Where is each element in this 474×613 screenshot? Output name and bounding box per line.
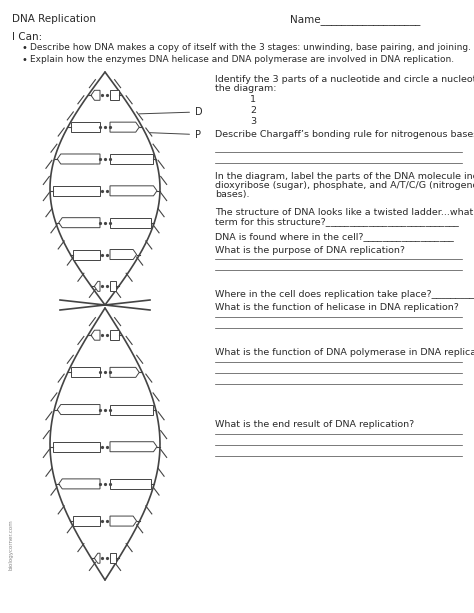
Bar (110, 281, 116, 291)
Polygon shape (94, 281, 100, 291)
Text: •: • (22, 43, 28, 53)
Bar (110, 330, 119, 340)
Bar (53, 442, 100, 452)
Text: What is the end result of DNA replication?: What is the end result of DNA replicatio… (215, 420, 414, 429)
Polygon shape (59, 479, 100, 489)
Text: In the diagram, label the parts of the DNA molecule including: In the diagram, label the parts of the D… (215, 172, 474, 181)
Bar (73, 516, 100, 526)
Text: bases).: bases). (215, 190, 249, 199)
Text: term for this structure?____________________________: term for this structure?________________… (215, 217, 459, 226)
Text: •: • (22, 55, 28, 65)
Text: 2: 2 (250, 106, 256, 115)
Bar (53, 186, 100, 196)
Polygon shape (110, 122, 139, 132)
Text: What is the purpose of DNA replication?: What is the purpose of DNA replication? (215, 246, 405, 255)
Text: Where in the cell does replication take place?__________: Where in the cell does replication take … (215, 290, 474, 299)
Bar (110, 154, 153, 164)
Polygon shape (57, 154, 100, 164)
Polygon shape (94, 554, 100, 563)
Text: Identify the 3 parts of a nucleotide and circle a nucleotide in: Identify the 3 parts of a nucleotide and… (215, 75, 474, 84)
Polygon shape (110, 516, 137, 526)
Polygon shape (91, 330, 100, 340)
Text: I Can:: I Can: (12, 32, 42, 42)
Bar (110, 90, 119, 101)
Text: P: P (150, 129, 201, 140)
Polygon shape (110, 442, 157, 452)
Text: Describe Chargaff’s bonding rule for nitrogenous bases:: Describe Chargaff’s bonding rule for nit… (215, 130, 474, 139)
Polygon shape (59, 218, 100, 227)
Text: dioxyribose (sugar), phosphate, and A/T/C/G (nitrogenous: dioxyribose (sugar), phosphate, and A/T/… (215, 181, 474, 190)
Text: What is the function of helicase in DNA replication?: What is the function of helicase in DNA … (215, 303, 459, 312)
Bar (110, 405, 153, 414)
Bar (71, 367, 100, 378)
Polygon shape (110, 367, 139, 378)
Bar (73, 249, 100, 259)
Bar (110, 554, 116, 563)
Polygon shape (110, 249, 137, 259)
Polygon shape (110, 186, 157, 196)
Text: DNA is found where in the cell?___________________: DNA is found where in the cell?_________… (215, 232, 454, 241)
Bar (110, 479, 151, 489)
Text: 3: 3 (250, 117, 256, 126)
Text: DNA Replication: DNA Replication (12, 14, 96, 24)
Text: Name___________________: Name___________________ (290, 14, 420, 25)
Text: Describe how DNA makes a copy of itself with the 3 stages: unwinding, base pairi: Describe how DNA makes a copy of itself … (30, 43, 471, 52)
Text: biologycorner.com: biologycorner.com (8, 519, 13, 570)
Bar (71, 122, 100, 132)
Text: The structure of DNA looks like a twisted ladder...what is the: The structure of DNA looks like a twiste… (215, 208, 474, 217)
Text: What is the function of DNA polymerase in DNA replication?: What is the function of DNA polymerase i… (215, 348, 474, 357)
Text: D: D (139, 107, 202, 117)
Text: the diagram:: the diagram: (215, 84, 276, 93)
Bar (110, 218, 151, 227)
Text: 1: 1 (250, 95, 256, 104)
Polygon shape (91, 90, 100, 101)
Polygon shape (57, 405, 100, 414)
Text: Explain how the enzymes DNA helicase and DNA polymerase are involved in DNA repl: Explain how the enzymes DNA helicase and… (30, 55, 454, 64)
